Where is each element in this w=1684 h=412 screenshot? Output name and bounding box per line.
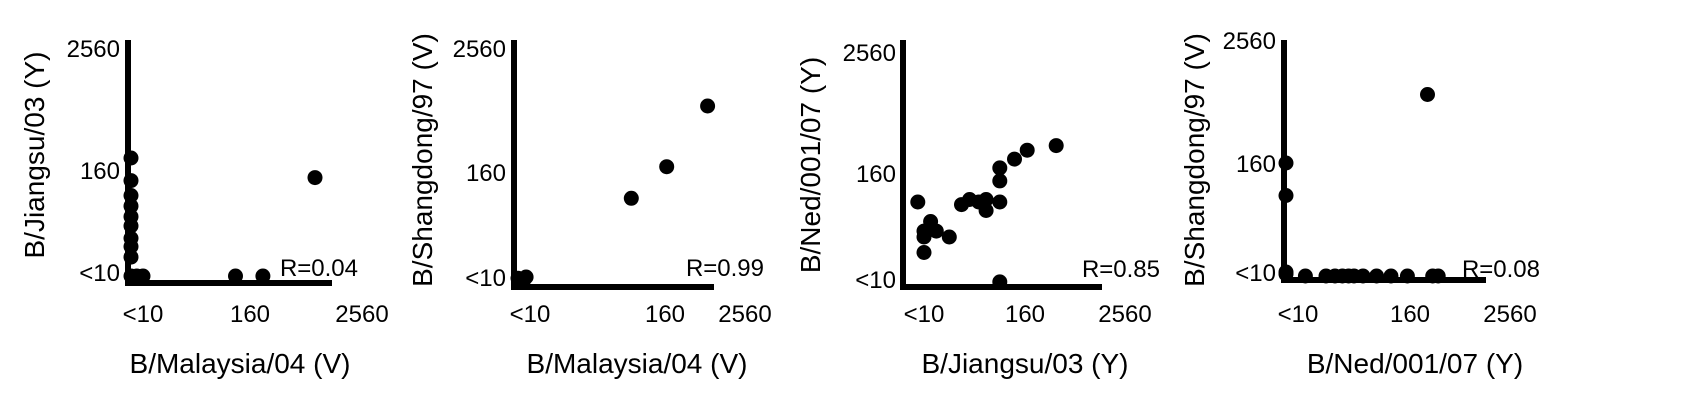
scatter-panel-2: <10 160 2560 <10 160 2560 B/Malaysia/04 (V) B/S… <box>407 33 772 379</box>
correlation-annotation: R=0.99 <box>686 255 764 282</box>
data-point <box>623 190 639 206</box>
data-point <box>916 245 932 260</box>
data-point <box>1278 155 1294 171</box>
data-point <box>992 194 1008 210</box>
data-point <box>992 173 1008 189</box>
x-axis-title: B/Jiangsu/03 (Y) <box>922 348 1129 379</box>
data-point <box>123 198 139 214</box>
data-point <box>1048 138 1064 154</box>
data-point <box>978 192 994 207</box>
y-tick-label: 160 <box>466 160 506 187</box>
x-tick-label: 160 <box>1005 301 1045 328</box>
data-point <box>123 230 139 246</box>
y-tick-label: 160 <box>856 161 896 188</box>
data-point <box>978 203 994 218</box>
x-tick-label: <10 <box>1278 301 1319 328</box>
x-tick-label: 2560 <box>335 301 388 328</box>
correlation-annotation: R=0.08 <box>1462 256 1540 283</box>
y-tick-label: <10 <box>79 260 120 287</box>
x-tick-label: 2560 <box>1483 301 1536 328</box>
data-point <box>123 173 139 189</box>
data-point <box>941 229 957 245</box>
data-point <box>1383 268 1399 284</box>
x-axis-title: B/Ned/001/07 (Y) <box>1307 348 1523 379</box>
scatter-panel-1: <10 160 2560 <10 160 2560 B/Malaysia/04 (V) B/J… <box>19 36 389 379</box>
data-point <box>518 269 534 285</box>
x-tick-label: <10 <box>510 301 551 328</box>
data-point <box>228 268 243 284</box>
y-tick-label: <10 <box>1235 260 1276 287</box>
data-point <box>1399 268 1415 284</box>
data-point <box>1278 266 1294 282</box>
y-tick-label: 2560 <box>453 36 506 63</box>
correlation-annotation: R=0.04 <box>280 255 358 282</box>
data-point <box>123 209 139 225</box>
data-point <box>1430 268 1446 284</box>
data-point <box>123 188 139 203</box>
scatter-panel-4: <10 160 2560 <10 160 2560 B/Ned/001/07 (Y) B/Sh… <box>1179 28 1540 379</box>
data-point <box>928 223 944 239</box>
data-point <box>1007 151 1022 167</box>
y-axis-title: B/Ned/001/07 (Y) <box>795 57 826 273</box>
data-point <box>700 98 716 114</box>
x-tick-label: 160 <box>1390 301 1430 328</box>
data-point <box>135 268 151 284</box>
x-tick-label: 2560 <box>718 301 771 328</box>
y-tick-label: 160 <box>1236 151 1276 178</box>
data-point <box>123 249 139 265</box>
data-point <box>659 159 675 175</box>
data-point <box>1369 268 1385 284</box>
y-tick-label: 2560 <box>67 36 120 63</box>
x-axis-title: B/Malaysia/04 (V) <box>527 348 748 379</box>
data-point <box>307 170 323 186</box>
x-tick-label: <10 <box>904 301 945 328</box>
y-tick-label: 2560 <box>843 40 896 67</box>
y-axis-title: B/Shangdong/97 (V) <box>1179 33 1210 287</box>
data-point <box>255 268 271 284</box>
data-point <box>1420 87 1435 102</box>
x-tick-label: 160 <box>230 301 270 328</box>
data-point <box>992 274 1008 290</box>
y-tick-label: <10 <box>855 267 896 294</box>
x-tick-label: <10 <box>123 301 164 328</box>
data-point <box>1355 268 1371 284</box>
x-tick-label: 160 <box>645 301 685 328</box>
data-point <box>992 160 1008 176</box>
y-tick-label: 160 <box>80 158 120 185</box>
x-tick-label: 2560 <box>1098 301 1151 328</box>
data-point <box>1019 142 1035 158</box>
data-point <box>123 150 139 166</box>
data-point <box>1278 188 1294 203</box>
y-axis-title: B/Jiangsu/03 (Y) <box>19 52 50 259</box>
data-point <box>1297 268 1313 284</box>
correlation-annotation: R=0.85 <box>1082 256 1160 283</box>
y-tick-label: <10 <box>465 265 506 292</box>
x-axis-title: B/Malaysia/04 (V) <box>130 348 351 379</box>
y-tick-label: 2560 <box>1223 28 1276 55</box>
data-point <box>910 194 926 210</box>
y-axis-title: B/Shangdong/97 (V) <box>407 33 438 287</box>
scatter-panel-3: <10 160 2560 <10 160 2560 B/Jiangsu/03 (Y) B/Ne… <box>795 40 1160 379</box>
